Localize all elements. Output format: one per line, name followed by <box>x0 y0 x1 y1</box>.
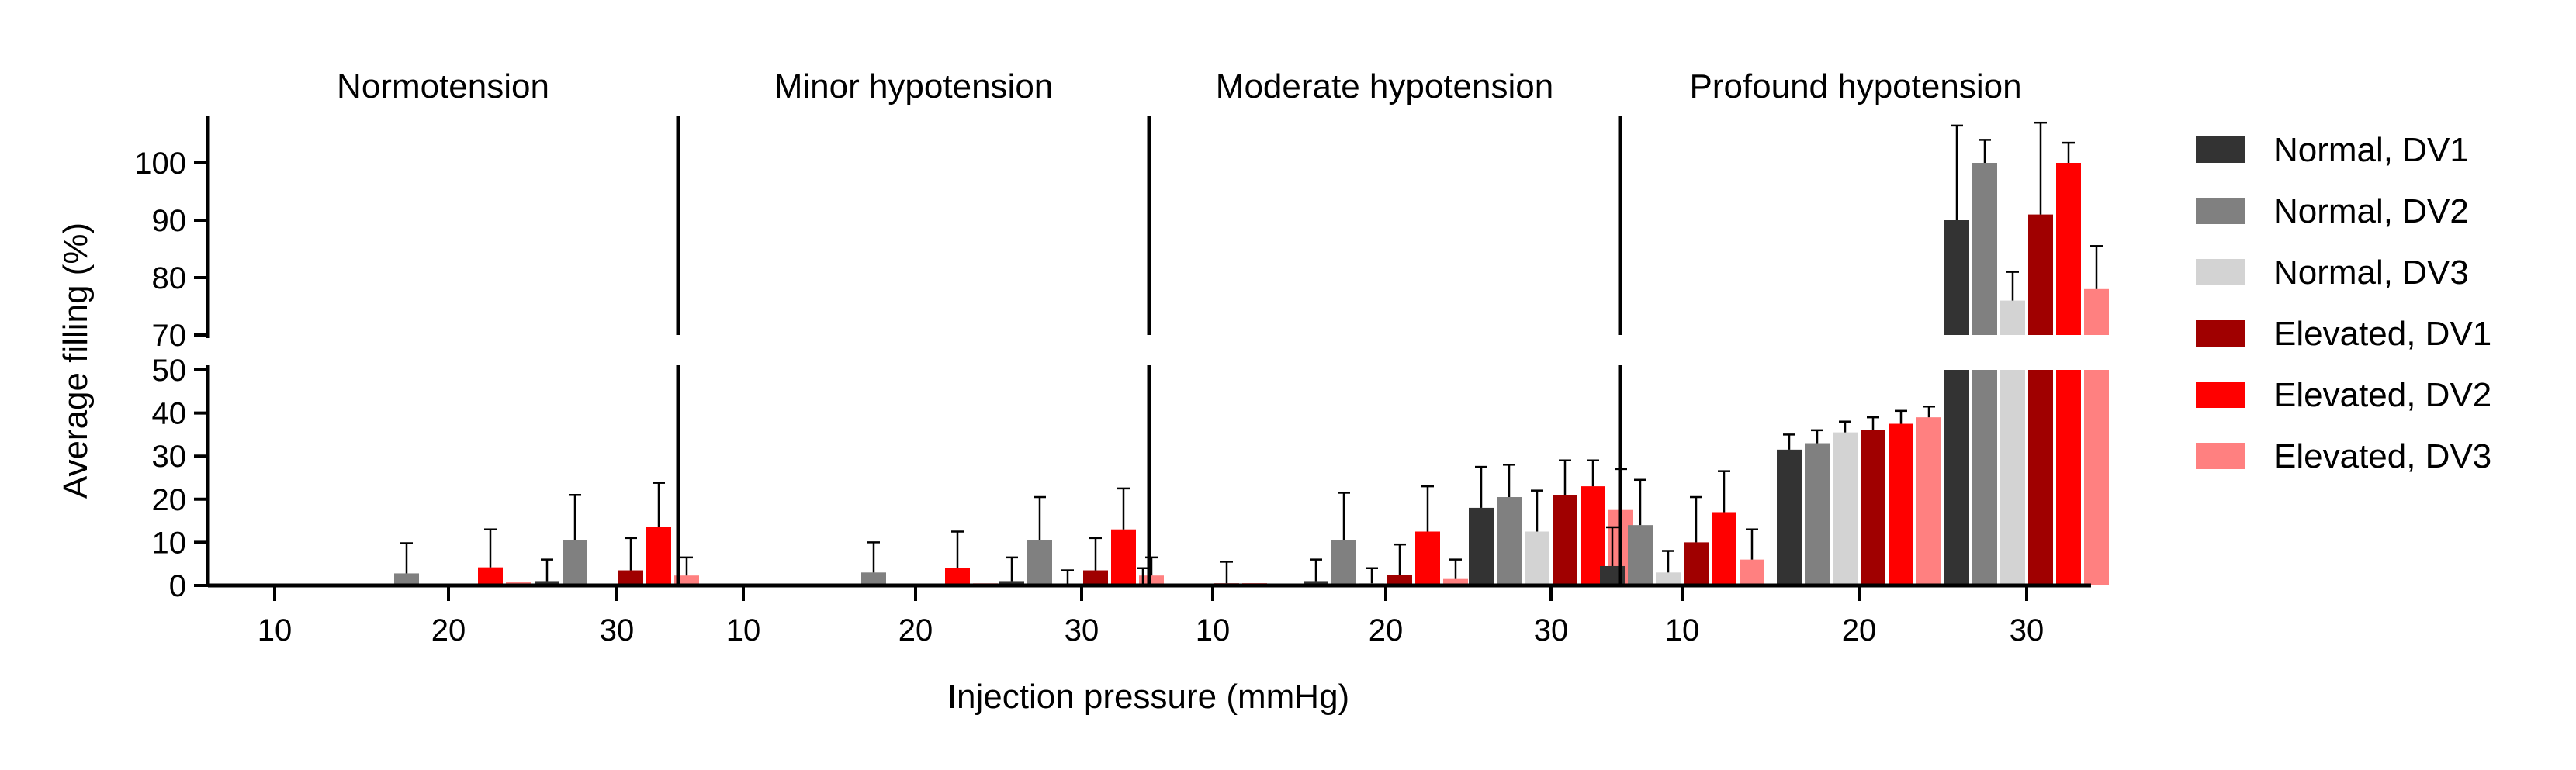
bar <box>1443 578 1468 585</box>
bar-upper <box>2028 214 2053 335</box>
error-bars-layer <box>400 121 2103 585</box>
legend-swatch <box>2196 382 2245 408</box>
x-tick-label: 30 <box>600 613 635 647</box>
legend: Normal, DV1 Normal, DV2 Normal, DV3 Elevate… <box>2196 131 2491 475</box>
bar <box>2056 370 2081 585</box>
bar <box>1027 540 1052 585</box>
bar <box>1684 542 1709 585</box>
legend-swatch <box>2196 320 2245 347</box>
bar <box>1469 507 1494 585</box>
bar <box>1415 531 1440 585</box>
bar-upper <box>2000 300 2025 335</box>
bars-layer <box>394 163 2109 585</box>
bar <box>535 581 559 585</box>
bar <box>1805 443 1830 585</box>
bar <box>394 573 419 585</box>
panel-title-1: Normotension <box>337 67 549 105</box>
bar <box>646 527 671 585</box>
bar <box>1111 529 1136 585</box>
panel-titles-layer: Normotension Minor hypotension Moderate hy… <box>337 67 2022 105</box>
bar <box>1553 495 1577 585</box>
bar-upper <box>1944 220 1969 335</box>
bar <box>1833 432 1858 585</box>
legend-label: Elevated, DV3 <box>2273 437 2491 475</box>
bar <box>1777 449 1802 585</box>
legend-label: Normal, DV3 <box>2273 254 2469 292</box>
bar <box>1944 370 1969 585</box>
legend-swatch <box>2196 259 2245 285</box>
bar <box>618 570 643 585</box>
y-tick-label: 20 <box>152 483 187 517</box>
x-tick-label: 20 <box>898 613 933 647</box>
y-axis-label: Average filling (%) <box>57 223 95 499</box>
x-tick-label: 20 <box>1842 613 1877 647</box>
bar-upper <box>2056 163 2081 335</box>
bar <box>1331 540 1356 585</box>
x-tick-label: 20 <box>431 613 466 647</box>
bar <box>1712 512 1736 585</box>
y-tick-label: 10 <box>152 526 187 560</box>
bar <box>2028 370 2053 585</box>
axes-layer <box>194 116 2091 601</box>
y-tick-label: 50 <box>152 354 187 388</box>
x-axis-label: Injection pressure (mmHg) <box>947 678 1349 716</box>
bar <box>563 540 587 585</box>
bar <box>1916 417 1941 585</box>
y-tick-label: 0 <box>169 569 186 603</box>
legend-swatch <box>2196 136 2245 163</box>
y-tick-label: 100 <box>134 147 186 181</box>
x-tick-label: 10 <box>1196 613 1231 647</box>
y-tick-label: 90 <box>152 204 187 238</box>
x-tick-label: 10 <box>258 613 293 647</box>
bar <box>1628 525 1653 585</box>
bar <box>674 575 699 585</box>
legend-label: Normal, DV1 <box>2273 131 2469 169</box>
bar <box>945 568 970 585</box>
x-tick-label: 30 <box>1065 613 1099 647</box>
legend-swatch <box>2196 198 2245 224</box>
bar <box>1083 570 1108 585</box>
panel-title-4: Profound hypotension <box>1689 67 2021 105</box>
legend-label: Elevated, DV2 <box>2273 376 2491 414</box>
panel-title-3: Moderate hypotension <box>1216 67 1553 105</box>
bar <box>1497 497 1522 585</box>
bar-upper <box>2084 288 2109 335</box>
bar <box>861 572 886 585</box>
bar <box>478 567 503 585</box>
bar <box>1304 581 1328 585</box>
legend-label: Normal, DV2 <box>2273 192 2469 230</box>
bar <box>1861 430 1885 585</box>
panel-title-2: Minor hypotension <box>774 67 1054 105</box>
bar-upper <box>1972 163 1997 335</box>
legend-label: Elevated, DV1 <box>2273 315 2491 353</box>
bar <box>1139 575 1164 585</box>
bar <box>999 581 1024 585</box>
y-tick-label: 30 <box>152 440 187 474</box>
bar <box>2084 370 2109 585</box>
x-tick-label: 20 <box>1369 613 1404 647</box>
x-tick-label: 10 <box>1665 613 1700 647</box>
legend-swatch <box>2196 443 2245 469</box>
bar <box>1525 531 1549 585</box>
bar <box>1889 423 1913 585</box>
y-tick-label: 80 <box>152 261 187 295</box>
bar <box>1972 370 1997 585</box>
y-tick-label: 70 <box>152 319 187 353</box>
x-tick-label: 30 <box>1534 613 1569 647</box>
bar <box>1387 575 1412 585</box>
bar <box>2000 370 2025 585</box>
x-tick-label: 10 <box>726 613 761 647</box>
bar <box>1656 572 1681 585</box>
x-tick-label: 30 <box>2010 613 2045 647</box>
y-tick-label: 40 <box>152 397 187 431</box>
bar <box>1740 559 1764 585</box>
